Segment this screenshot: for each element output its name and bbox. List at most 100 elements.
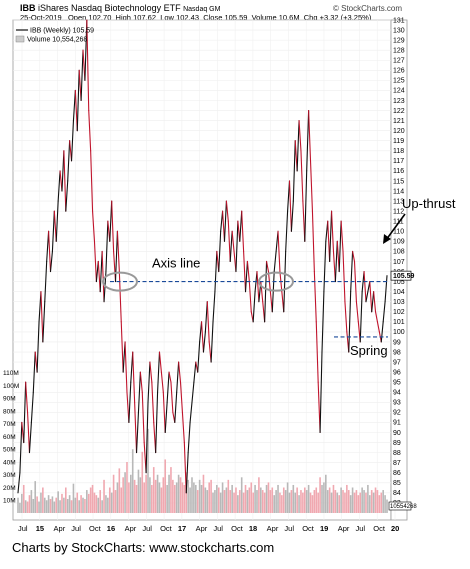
volume-bar (330, 492, 333, 513)
price-tick-label: 110 (393, 229, 404, 236)
price-segment (384, 275, 388, 303)
volume-bars (17, 428, 388, 513)
price-segment (342, 250, 346, 303)
volume-bar (248, 487, 251, 513)
volume-bar (281, 495, 283, 513)
volume-bar (346, 484, 348, 513)
price-tick-label: 109 (393, 239, 405, 246)
price-segment (271, 270, 275, 313)
volume-bar (376, 490, 379, 513)
price-tick-label: 117 (393, 158, 404, 165)
volume-bar (193, 482, 195, 513)
volume-bar (40, 492, 42, 513)
price-segment (315, 321, 319, 383)
x-tick-label: 15 (36, 524, 44, 533)
volume-tick-label: 110M (3, 370, 19, 377)
price-segment (241, 210, 245, 252)
volume-tick-label: 50M (3, 447, 16, 454)
price-segment (369, 281, 373, 313)
price-segment (239, 210, 243, 242)
volume-bar (267, 482, 270, 513)
price-tick-label: 105 (393, 279, 405, 286)
volume-bar (152, 467, 155, 513)
price-tick-label: 101 (393, 319, 405, 326)
volume-bar (168, 474, 170, 513)
price-tick-label: 89 (393, 440, 401, 447)
volume-bar (292, 484, 295, 513)
x-tick-label: Oct (160, 524, 173, 533)
price-tick-label: 114 (393, 188, 404, 195)
volume-bar (321, 484, 323, 513)
volume-bar (45, 500, 48, 513)
volume-bar (19, 502, 21, 513)
price-axis-ticks: 8384858687888990919293949596979899100101… (393, 17, 405, 507)
volume-bar (164, 459, 167, 513)
price-segment (374, 311, 378, 323)
volume-bar (342, 490, 344, 513)
volume-bar (72, 483, 75, 513)
volume-bar (219, 492, 222, 513)
price-segment (92, 210, 96, 242)
price-segment (353, 260, 357, 303)
price-segment (86, 19, 90, 112)
volume-bar (386, 499, 388, 513)
price-segment (285, 210, 289, 252)
volume-bar (139, 477, 142, 513)
price-segment (19, 421, 23, 474)
volume-bar (158, 482, 161, 513)
volume-bar (154, 479, 157, 513)
volume-bar (107, 497, 109, 513)
price-segment (225, 200, 229, 222)
volume-bar (263, 492, 266, 513)
price-segment (48, 230, 52, 273)
volume-bar (344, 492, 346, 513)
volume-bar (166, 484, 168, 513)
price-segment (53, 210, 57, 242)
volume-bar (143, 482, 145, 513)
volume-bar (80, 495, 82, 513)
price-tick-label: 118 (393, 148, 404, 155)
x-tick-label: Oct (89, 524, 102, 533)
high-value: 107.62 (133, 13, 157, 22)
volume-bar (61, 493, 63, 513)
volume-bar (112, 474, 115, 513)
volume-bar (319, 477, 321, 513)
last-price-box (390, 270, 412, 281)
volume-bar (380, 492, 383, 513)
volume-bar (131, 449, 134, 513)
price-segment (57, 170, 61, 202)
volume-tick-label: 10M (3, 498, 16, 505)
price-segment (331, 210, 335, 252)
price-segment (111, 200, 115, 252)
price-segment (212, 291, 216, 323)
volume-bar (17, 497, 19, 513)
price-segment (273, 250, 277, 273)
volume-bar (351, 487, 354, 513)
volume-bar (284, 490, 287, 513)
volume-bar (47, 495, 50, 513)
price-tick-label: 98 (393, 349, 401, 356)
volume-bar (294, 492, 297, 513)
volume-bar (317, 492, 319, 513)
price-segment (264, 260, 268, 323)
price-segment (145, 401, 149, 474)
price-segment (72, 89, 76, 122)
low-value: 102.43 (176, 13, 200, 22)
price-segment (348, 291, 352, 353)
price-segment (222, 210, 226, 242)
volume-bar (128, 482, 130, 513)
volume-bar (87, 493, 90, 513)
volume-bar (298, 495, 300, 513)
price-segment (352, 250, 356, 263)
volume-bar (286, 482, 289, 513)
price-segment (204, 301, 208, 333)
price-tick-label: 129 (393, 37, 405, 44)
x-tick-label: Jul (18, 524, 28, 533)
volume-bar (340, 487, 342, 513)
price-tick-label: 88 (393, 450, 401, 457)
volume-bar (309, 492, 312, 513)
volume-bar (206, 490, 209, 513)
volume-bar (187, 479, 189, 513)
volume-bar (91, 484, 94, 513)
price-segment (118, 270, 122, 323)
